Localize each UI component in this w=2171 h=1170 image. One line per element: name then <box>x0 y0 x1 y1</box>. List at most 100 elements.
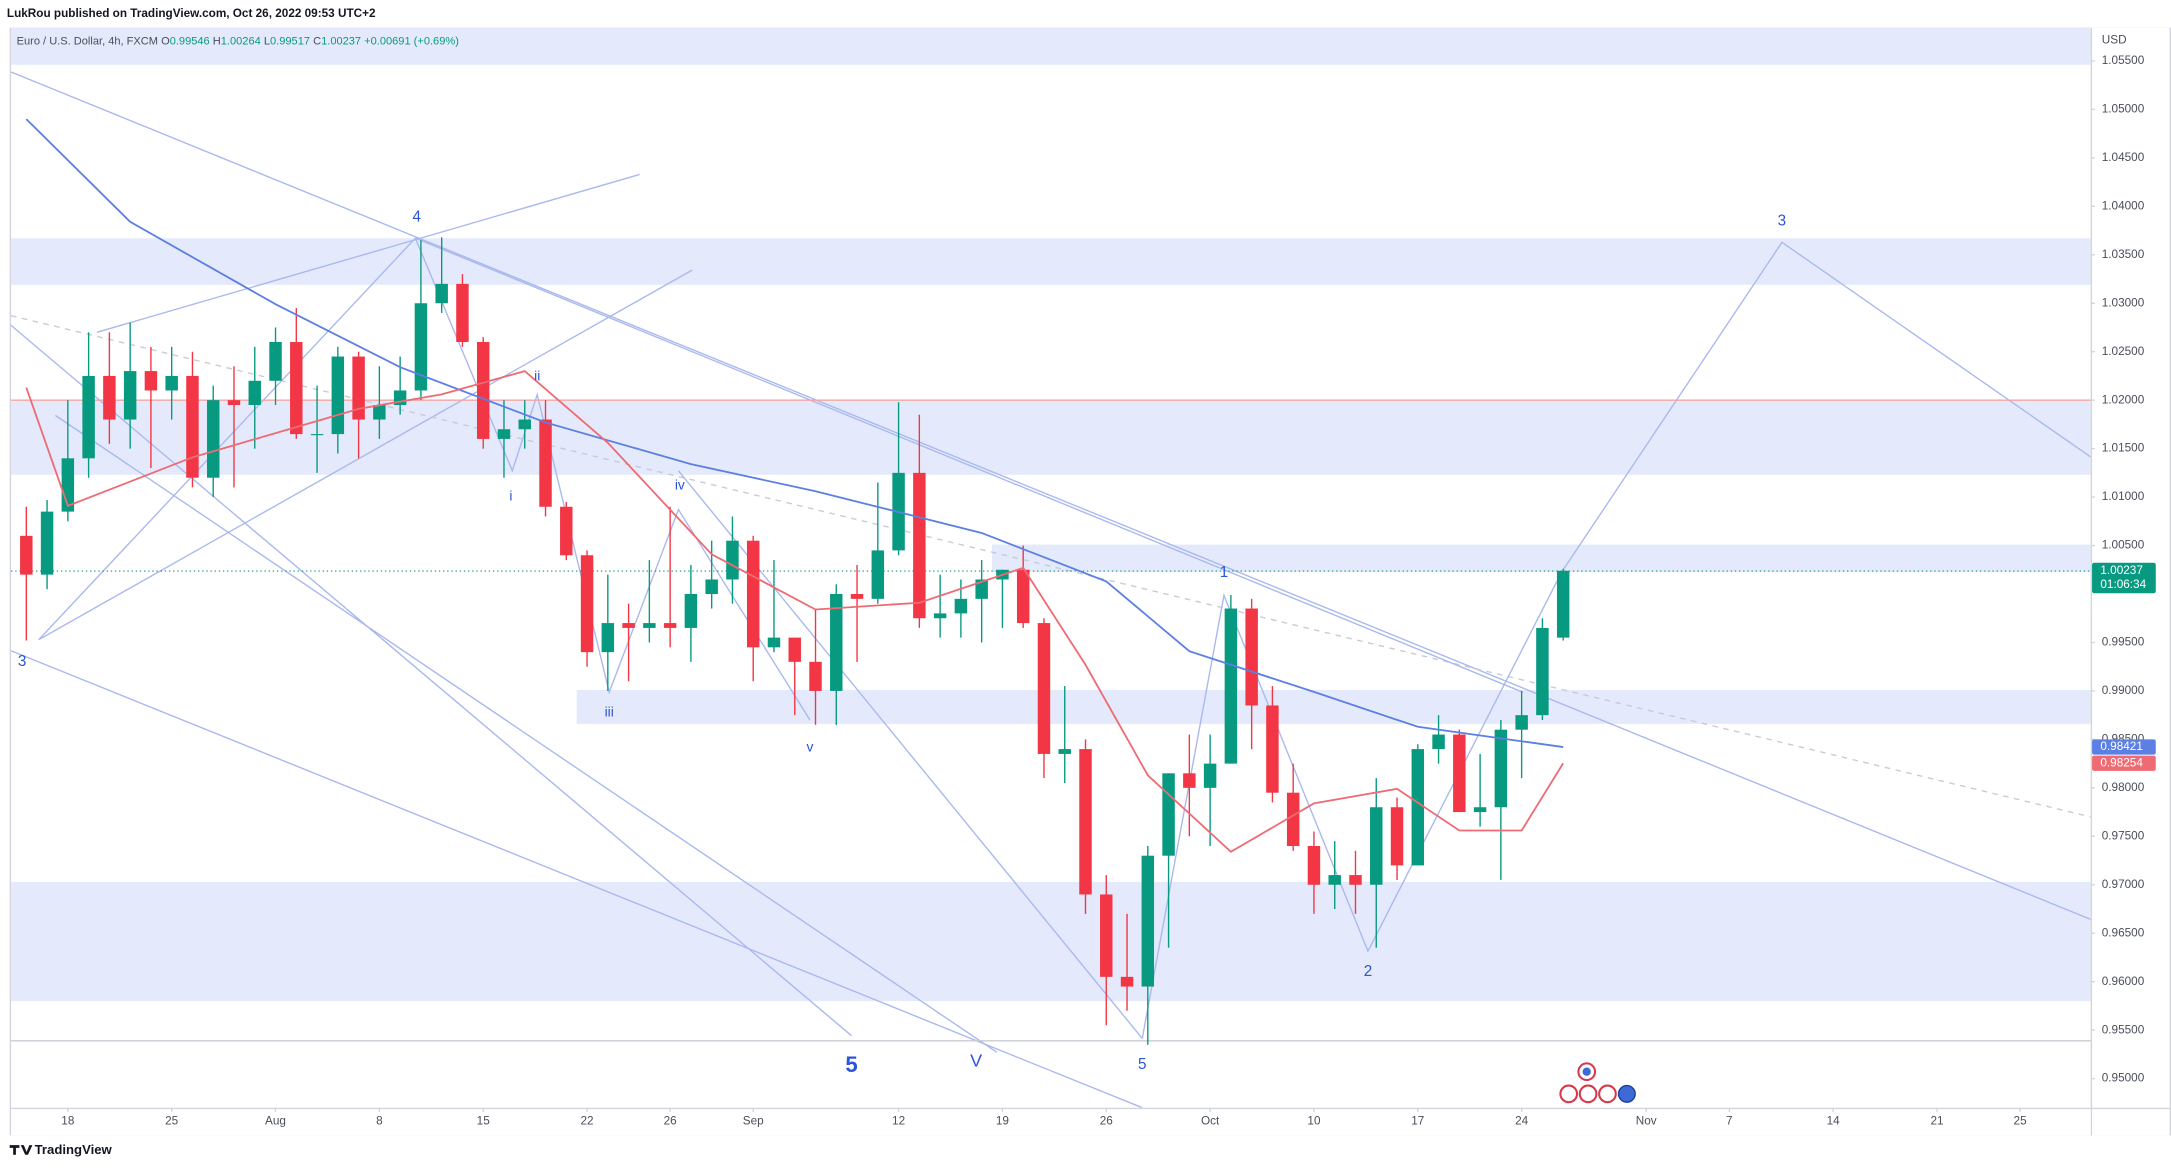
x-tick-label: 26 <box>664 1115 678 1128</box>
candle-body <box>643 623 656 628</box>
candle-body <box>414 303 428 391</box>
y-tick-label: 1.05000 <box>2102 103 2145 116</box>
candle-body <box>726 540 739 580</box>
candle-body <box>40 511 54 575</box>
wave-label: iii <box>605 704 614 720</box>
zone <box>576 689 2091 724</box>
legend-change: +0.00691 (+0.69%) <box>364 35 459 47</box>
wave-label: 5 <box>845 1052 857 1077</box>
legend-key: O <box>161 35 170 47</box>
wave-label: V <box>970 1051 982 1071</box>
candle-body <box>1079 749 1092 895</box>
y-tick-label: 0.99500 <box>2102 636 2145 649</box>
candle-body <box>871 550 885 599</box>
candle-body <box>1183 773 1196 788</box>
candle-body <box>580 555 594 653</box>
candle-body <box>1016 569 1030 624</box>
candle-body <box>518 419 531 430</box>
y-tick-label: 0.99000 <box>2102 684 2145 697</box>
candle-body <box>1203 763 1217 788</box>
candle-body <box>269 342 282 381</box>
brand-logo <box>9 1145 33 1155</box>
candle-body <box>767 637 781 648</box>
candle-body <box>601 623 615 653</box>
symbol: Euro / U.S. Dollar, 4h, FXCM <box>17 35 158 47</box>
candle-body <box>435 283 448 304</box>
price-tag <box>2092 739 2156 755</box>
price-tag <box>2092 755 2156 771</box>
wave-label: 3 <box>1778 213 1786 230</box>
x-tick-label: 12 <box>892 1115 905 1128</box>
candle-body <box>1266 705 1279 793</box>
candles <box>20 237 1570 1045</box>
candle-body <box>663 623 677 628</box>
candle-body <box>1224 608 1238 764</box>
x-tick-label: 10 <box>1307 1115 1321 1128</box>
y-tick-label: 1.03500 <box>2102 248 2145 261</box>
candle-body <box>497 429 511 439</box>
candle-body <box>830 594 843 691</box>
brand: TradingView <box>9 1142 113 1157</box>
x-tick-label: 26 <box>1100 1115 1114 1128</box>
candle-body <box>1411 749 1425 866</box>
y-tick-label: 1.01000 <box>2102 490 2145 503</box>
candle-body <box>103 375 116 420</box>
candle-body <box>913 472 926 619</box>
legend-value: 1.00264 <box>221 35 261 47</box>
trend-line <box>96 173 640 333</box>
candle-body <box>1536 627 1549 716</box>
event-icon <box>1559 1084 1579 1104</box>
moving-averages <box>25 118 1564 853</box>
event-icons <box>1559 1062 1636 1104</box>
candle-body <box>1432 734 1445 750</box>
x-tick-label: 17 <box>1411 1115 1424 1128</box>
axis-labels: 1.05500 1.05000 1.04500 1.04000 1.03500 1.030… <box>61 54 2144 1128</box>
x-tick-label: 25 <box>2014 1115 2028 1128</box>
x-tick-label: 24 <box>1515 1115 1529 1128</box>
x-tick-label: 25 <box>165 1115 179 1128</box>
candle-body <box>1556 570 1570 638</box>
candle-body <box>1328 875 1341 885</box>
x-tick-label: Oct <box>1201 1115 1220 1128</box>
y-tick-label: 1.03000 <box>2102 296 2145 309</box>
wave-label: 5 <box>1138 1056 1146 1073</box>
x-tick-label: 19 <box>996 1115 1009 1128</box>
y-tick-label: 0.95500 <box>2102 1023 2145 1036</box>
candle-body <box>310 434 324 436</box>
zone <box>11 401 2091 475</box>
wave-label: 3 <box>18 653 26 670</box>
candle-body <box>975 579 988 599</box>
trend-line <box>415 237 1524 693</box>
candle-body <box>456 283 469 343</box>
brand-name: TradingView <box>35 1142 113 1157</box>
time-axis <box>11 1107 2091 1136</box>
x-tick-label: Aug <box>265 1115 286 1128</box>
moving-average <box>25 370 1564 853</box>
event-icon <box>1617 1084 1636 1103</box>
legend-key: H <box>213 35 221 47</box>
candle-body <box>684 594 698 628</box>
candle-body <box>954 598 968 614</box>
y-tick-label: 1.05500 <box>2102 54 2145 67</box>
y-tick-label: 1.02500 <box>2102 345 2145 358</box>
zone <box>11 881 2091 1002</box>
zone <box>11 27 2091 65</box>
candle-body <box>1100 894 1113 977</box>
x-tick-label: 8 <box>376 1115 383 1128</box>
candle-body <box>1349 875 1362 885</box>
legend-value: 0.99517 <box>270 35 310 47</box>
legend-value: 1.00237 <box>321 35 361 47</box>
candle-body <box>1307 846 1321 885</box>
y-tick-label: 0.97500 <box>2102 829 2145 842</box>
wave-label: i <box>509 488 512 504</box>
candle-body <box>1162 773 1175 856</box>
trend-line <box>10 71 2091 921</box>
y-tick-label: 0.96500 <box>2102 926 2145 939</box>
candle-body <box>1141 855 1155 987</box>
event-icon <box>1582 1067 1591 1076</box>
moving-average <box>25 118 1564 748</box>
x-tick-label: 15 <box>477 1115 491 1128</box>
legend-key: C <box>313 35 321 47</box>
